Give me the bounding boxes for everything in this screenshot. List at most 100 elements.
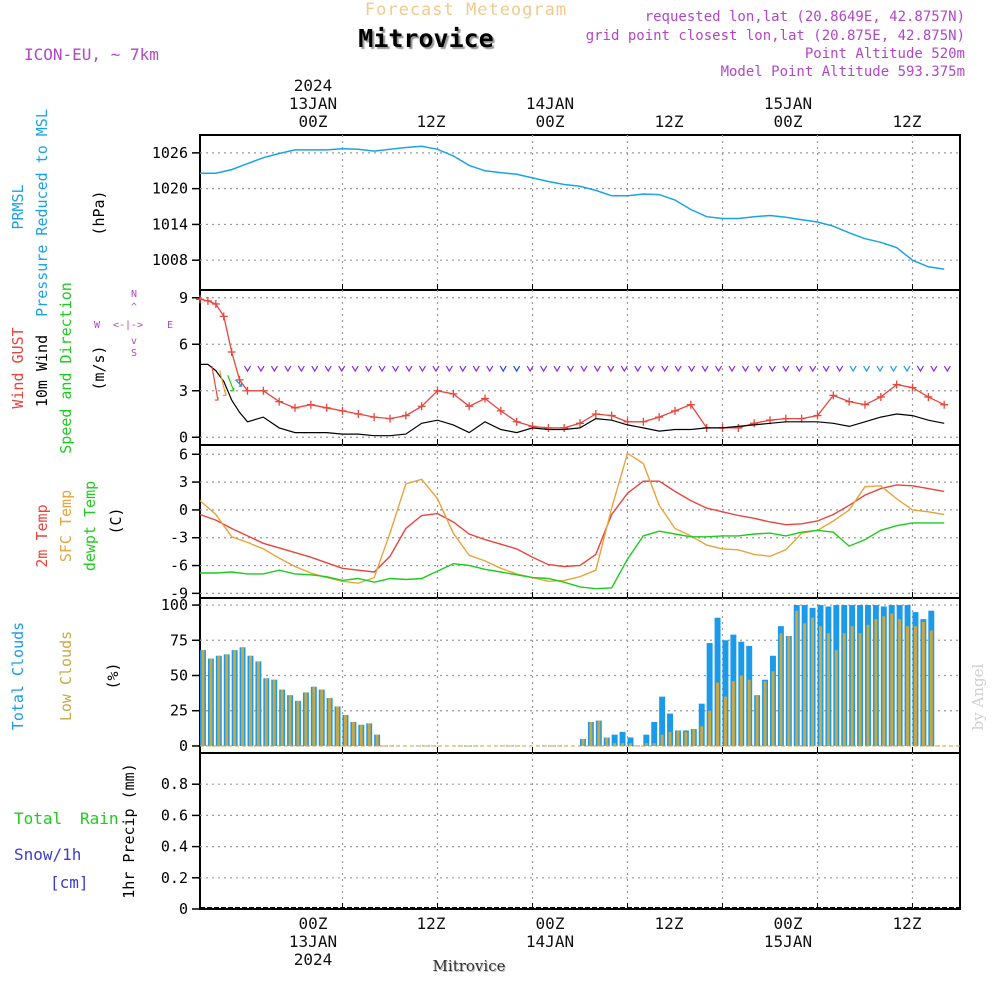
wind-direction-arrow xyxy=(351,365,359,373)
low-clouds-bar xyxy=(739,675,743,746)
top-day-label: 13JAN xyxy=(288,94,338,113)
low-clouds-bar xyxy=(288,695,292,746)
requested-coords: requested lon,lat (20.8649E, 42.8757N) xyxy=(644,9,965,25)
compass-arrows: <-|-> xyxy=(113,320,144,331)
wind-direction-arrow xyxy=(916,365,924,373)
wind-early-arrow xyxy=(219,370,227,396)
panel-frame xyxy=(199,752,961,910)
wind-gust-marker xyxy=(370,413,379,422)
temp-2m-series-line xyxy=(199,480,945,573)
bottom-day-label: 14JAN xyxy=(525,932,575,951)
wind-direction-arrow xyxy=(499,365,507,373)
top-hour-label: 00Z xyxy=(773,112,803,131)
wind-early-arrow xyxy=(211,365,219,401)
low-clouds-bar xyxy=(581,738,585,746)
low-clouds-bar xyxy=(858,633,862,746)
point-altitude: Point Altitude 520m xyxy=(804,46,965,62)
wind-direction-arrow xyxy=(392,365,400,373)
compass-up-arrow: ^ xyxy=(131,302,138,313)
wind-gust-marker xyxy=(401,411,410,420)
low-clouds-bar xyxy=(795,610,799,746)
bottom-year: 2024 xyxy=(293,950,333,969)
wind-direction-arrow xyxy=(768,365,776,373)
low-clouds-bar xyxy=(850,626,854,746)
low-clouds-bar xyxy=(826,633,830,746)
bottom-hour-label: 00Z xyxy=(298,914,328,933)
low-clouds-bar xyxy=(605,737,609,746)
wind-direction-arrow xyxy=(674,365,682,373)
wind-direction-arrow xyxy=(809,365,817,373)
total-clouds-bar xyxy=(643,734,650,746)
low-clouds-bar xyxy=(787,636,791,746)
bottom-hour-label: 00Z xyxy=(773,914,803,933)
wind-gust-marker xyxy=(750,419,759,428)
wind-gust-marker xyxy=(576,419,584,428)
total-clouds-bar xyxy=(611,734,618,746)
precip-snow-label: Snow/1h xyxy=(14,845,82,864)
wind-direction-arrow xyxy=(378,365,386,373)
low-clouds-bar xyxy=(264,678,268,746)
y-tick-label: 75 xyxy=(170,631,188,649)
bottom-hour-label: 00Z xyxy=(535,914,565,933)
y-tick-label: 50 xyxy=(170,667,188,685)
y-tick-label: 1026 xyxy=(152,144,188,162)
wind-direction-arrow xyxy=(849,365,857,373)
total-clouds-bar xyxy=(651,722,658,746)
model-altitude: Model Point Altitude 593.375m xyxy=(720,64,965,80)
low-clouds-bar xyxy=(882,616,886,746)
wind-gust-marker xyxy=(449,389,458,398)
low-clouds-bar xyxy=(351,722,355,746)
wind-direction-arrow xyxy=(715,365,723,373)
wind-gust-marker xyxy=(481,394,489,403)
y-tick-label: -9 xyxy=(170,584,188,602)
bottom-hour-label: 12Z xyxy=(416,914,446,933)
wind-direction-arrow xyxy=(930,365,938,373)
wind-direction-arrow xyxy=(863,365,871,373)
y-tick-label: 6 xyxy=(179,335,188,353)
wind-direction-arrow xyxy=(432,365,440,373)
y-tick-label: 1014 xyxy=(152,215,188,233)
y-tick-label: 0 xyxy=(179,501,188,519)
wind-gust-marker xyxy=(465,402,474,411)
compass-n: N xyxy=(131,289,138,300)
grid-coords: grid point closest lon,lat (20.875E, 42.… xyxy=(585,28,965,44)
low-clouds-bar xyxy=(906,626,910,746)
top-hour-label: 12Z xyxy=(654,112,684,131)
wind-direction-arrow xyxy=(513,365,521,373)
y-tick-label: 0 xyxy=(179,900,188,918)
temp-dewpt-series-line xyxy=(200,522,945,590)
y-tick-label: 3 xyxy=(179,382,188,400)
wind-gust-marker xyxy=(639,417,648,426)
low-clouds-bar xyxy=(304,692,308,746)
y-tick-label: -6 xyxy=(170,557,188,575)
wind-direction-arrow xyxy=(418,365,426,373)
wind-gust-marker xyxy=(924,392,933,401)
precip-total-label: Total xyxy=(14,809,63,828)
precip-cm-label: [cm] xyxy=(50,873,89,892)
low-clouds-bar xyxy=(913,626,917,746)
low-clouds-bar xyxy=(684,731,688,746)
faint-title: Forecast Meteogram xyxy=(364,0,568,20)
wind-direction-arrow xyxy=(243,365,252,373)
panel-frame xyxy=(199,134,961,291)
wind-gust-marker xyxy=(417,402,426,411)
y-tick-label: 25 xyxy=(170,702,188,720)
wind-gust-marker xyxy=(227,348,236,356)
y-tick-label: 3 xyxy=(179,473,188,491)
wind-direction-arrow xyxy=(365,365,373,373)
model-label: ICON-EU, ~ 7km xyxy=(24,45,159,64)
wind-direction-arrow xyxy=(472,365,480,373)
y-tick-label: 0.8 xyxy=(161,775,188,793)
y-tick-label: 100 xyxy=(161,596,188,614)
wind-direction-arrow xyxy=(741,365,749,373)
low-clouds-bar xyxy=(803,623,807,746)
wind-gust-marker xyxy=(338,406,347,415)
wind-gust-marker xyxy=(861,400,869,409)
low-clouds-bar xyxy=(359,724,363,746)
low-clouds-bar xyxy=(209,658,213,746)
bottom-day-label: 15JAN xyxy=(763,932,813,951)
y-tick-label: 0 xyxy=(179,428,188,446)
wind-gust-marker xyxy=(211,299,220,308)
wind-direction-arrow xyxy=(889,365,898,373)
bottom-day-label: 13JAN xyxy=(288,932,338,951)
